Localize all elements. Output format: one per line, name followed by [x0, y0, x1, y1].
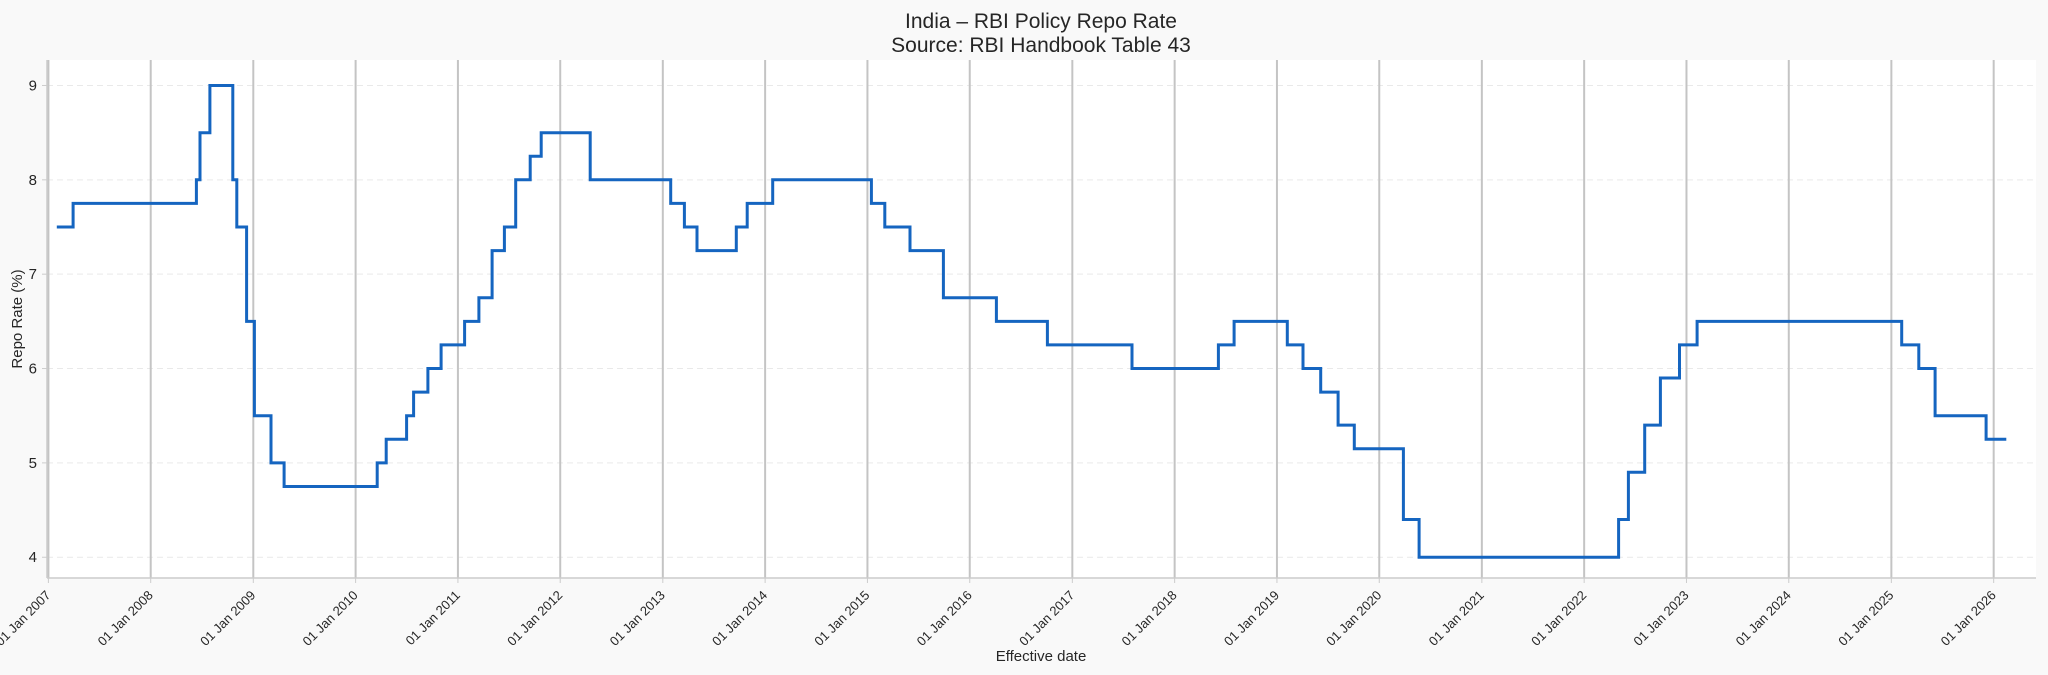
y-axis-label: Repo Rate (%): [9, 269, 26, 368]
chart-title: India – RBI Policy Repo Rate: [905, 10, 1177, 33]
year-lines: [47, 60, 1995, 578]
plot-area-background: [47, 60, 2036, 578]
y-tick-label: 7: [29, 266, 37, 283]
y-tick-label: 4: [29, 549, 37, 566]
series-layer: [56, 84, 2007, 559]
chart-subtitle: Source: RBI Handbook Table 43: [891, 34, 1191, 57]
y-tick-label: 6: [29, 361, 37, 378]
x-axis-label: Effective date: [996, 648, 1087, 665]
y-tick-label: 8: [29, 172, 37, 189]
y-tick-label: 9: [29, 77, 37, 94]
repo-rate-line: [56, 84, 2007, 559]
y-tick-label: 5: [29, 455, 37, 472]
y-tick-labels: 4 5 6 7 8 9: [29, 77, 47, 566]
